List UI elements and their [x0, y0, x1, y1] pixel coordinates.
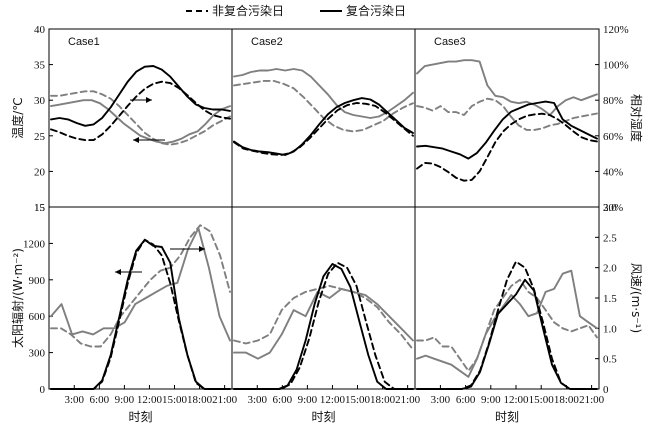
radiation-non-composite-line-case1 — [50, 238, 231, 390]
bottom-left-axis-tick-label: 15 — [34, 202, 46, 214]
x-tick-label: 6:00 — [273, 394, 293, 406]
legend-item-non-composite: 非复合污染日 — [186, 3, 284, 18]
arrow-temperature-to-left-axis — [133, 137, 165, 143]
top-right-axis-tick-label: 60% — [603, 131, 623, 143]
x-axis-title: 时刻 — [495, 410, 519, 424]
top-right-axis-title: 相对湿度 — [629, 94, 644, 142]
wind-composite-line-case2 — [233, 287, 414, 360]
humidity-non-composite-line-case3 — [416, 97, 598, 131]
x-tick-label: 9:00 — [298, 394, 318, 406]
top-right-axis-tick-label: 120% — [603, 24, 629, 36]
bottom-right-axis-tick-label: 1.5 — [603, 293, 617, 305]
wind-composite-line-case1 — [50, 227, 231, 342]
x-tick-label: 3:00 — [431, 394, 451, 406]
x-tick-label: 6:00 — [456, 394, 476, 406]
bottom-left-axis-tick-label: 600 — [29, 311, 46, 323]
x-tick-label: 12:00 — [320, 394, 346, 406]
x-tick-label: 12:00 — [137, 394, 163, 406]
series-layer — [50, 59, 598, 390]
x-axis-title: 时刻 — [128, 410, 152, 424]
legend-label-composite: 复合污染日 — [346, 3, 406, 18]
humidity-composite-line-case1 — [50, 99, 231, 145]
x-tick-label: 12:00 — [503, 394, 529, 406]
x-tick-label: 15:00 — [345, 394, 371, 406]
radiation-non-composite-line-case3 — [416, 260, 598, 390]
legend-label-non-composite: 非复合污染日 — [212, 3, 284, 18]
panel-frames — [48, 28, 600, 390]
radiation-composite-line-case1 — [50, 238, 231, 390]
x-tick-label: 6:00 — [90, 394, 110, 406]
x-tick-label: 15:00 — [162, 394, 188, 406]
x-tick-label: 3:00 — [247, 394, 267, 406]
x-tick-label: 18:00 — [370, 394, 396, 406]
x-tick-label: 18:00 — [187, 394, 213, 406]
humidity-non-composite-line-case1 — [50, 90, 231, 146]
top-left-axis-title: 温度/℃ — [10, 97, 25, 139]
bottom-right-axis-title: 风速/(m·s⁻¹) — [629, 263, 643, 333]
radiation-composite-line-case3 — [416, 278, 598, 390]
x-tick-label: 21:00 — [212, 394, 238, 406]
arrow-humidity-to-right-axis — [130, 97, 152, 103]
temperature-non-composite-line-case2 — [233, 102, 414, 156]
top-left-axis-tick-label: 20 — [34, 166, 46, 178]
case-label-1: Case1 — [68, 36, 100, 48]
humidity-composite-line-case3 — [416, 59, 598, 116]
bottom-right-axis-tick-label: 1.0 — [603, 323, 617, 335]
top-left-axis-tick-label: 40 — [34, 24, 46, 36]
x-tick-label: 21:00 — [395, 394, 421, 406]
arrow-wind-to-right-axis — [170, 246, 205, 252]
wind-non-composite-line-case1 — [50, 224, 231, 348]
top-right-axis-tick-label: 20% — [603, 202, 623, 214]
case-label-3: Case3 — [434, 36, 466, 48]
arrow-radiation-to-left-axis — [115, 269, 142, 275]
bottom-right-axis-tick-label: 0 — [603, 384, 609, 396]
top-left-axis-tick-label: 25 — [34, 131, 46, 143]
top-right-axis-tick-label: 80% — [603, 95, 623, 107]
bottom-panel-frame — [48, 206, 600, 390]
bottom-right-axis-tick-label: 2.0 — [603, 263, 617, 275]
temperature-composite-line-case1 — [50, 65, 231, 127]
temperature-composite-line-case3 — [416, 100, 598, 160]
humidity-composite-line-case2 — [233, 68, 414, 119]
legend-item-composite: 复合污染日 — [320, 3, 406, 18]
case-labels: Case1 Case2 Case3 — [68, 36, 466, 48]
temperature-non-composite-line-case3 — [416, 112, 598, 182]
top-left-axis-tick-label: 35 — [34, 60, 46, 72]
x-tick-label: 18:00 — [554, 394, 580, 406]
bottom-left-axis-tick-label: 300 — [29, 348, 46, 360]
axes: 15 20 25 30 35 40 20% 40% 60% 80% 100% 120% 0 300 600 9… — [10, 24, 644, 424]
temperature-composite-line-case2 — [233, 97, 414, 156]
x-tick-label: 3:00 — [64, 394, 84, 406]
bottom-left-axis-tick-label: 1200 — [23, 238, 46, 250]
top-left-axis-tick-label: 15 — [34, 202, 46, 214]
legend: 非复合污染日 复合污染日 — [186, 3, 406, 18]
case-label-2: Case2 — [251, 36, 283, 48]
radiation-non-composite-line-case2 — [233, 261, 414, 390]
radiation-composite-line-case2 — [233, 263, 414, 390]
wind-non-composite-line-case3 — [416, 278, 598, 372]
bottom-left-axis-title: 太阳辐射/(W·m⁻²) — [10, 248, 25, 348]
bottom-right-axis-tick-label: 2.5 — [603, 232, 617, 244]
x-tick-label: 9:00 — [481, 394, 501, 406]
x-tick-label: 21:00 — [579, 394, 605, 406]
x-axis-title: 时刻 — [311, 410, 335, 424]
top-right-axis-tick-label: 40% — [603, 166, 623, 178]
bottom-left-axis-tick-label: 0 — [40, 384, 46, 396]
series-arrows — [115, 97, 205, 275]
top-right-axis-tick-label: 100% — [603, 60, 629, 72]
x-tick-label: 15:00 — [529, 394, 555, 406]
bottom-left-axis-tick-label: 900 — [29, 275, 46, 287]
bottom-right-axis-tick-label: 3.0 — [603, 202, 617, 214]
x-tick-label: 9:00 — [115, 394, 135, 406]
top-left-axis-tick-label: 30 — [34, 95, 46, 107]
bottom-right-axis-tick-label: 0.5 — [603, 354, 617, 366]
wind-composite-line-case3 — [416, 269, 598, 378]
